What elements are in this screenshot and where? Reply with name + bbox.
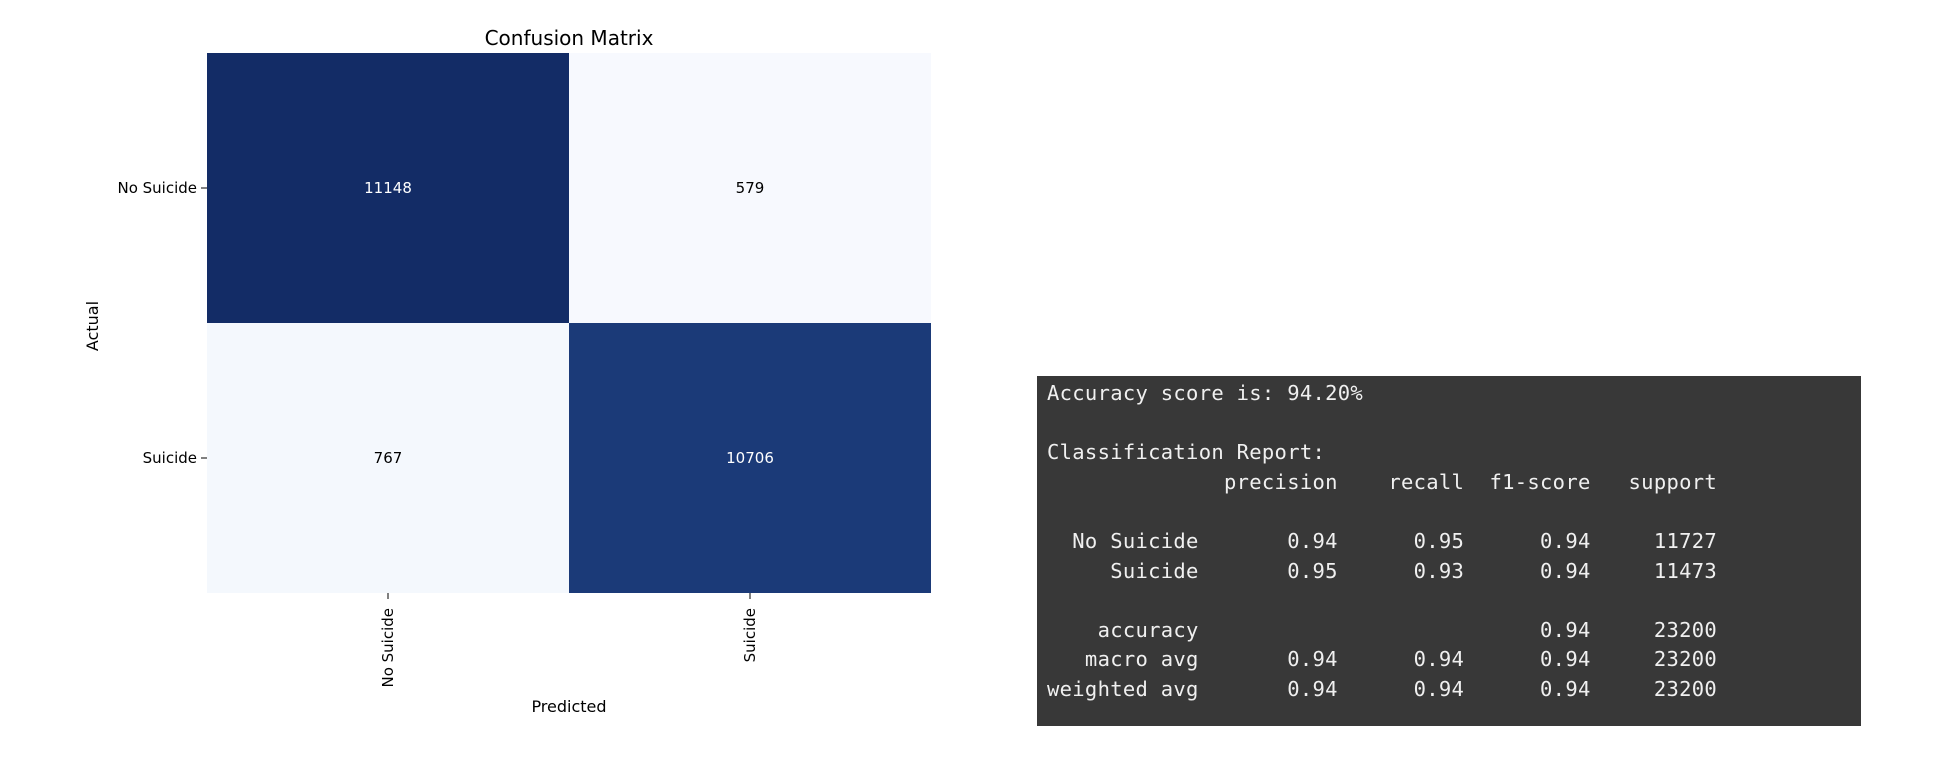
classification-report-panel: Accuracy score is: 94.20% Classification… xyxy=(1037,376,1861,726)
y-tick-label: No Suicide xyxy=(117,179,197,197)
heatmap-cell xyxy=(569,53,931,323)
heatmap-axes: No Suicide Suicide No Suicide Suicide xyxy=(117,179,759,688)
y-tick-label: Suicide xyxy=(143,449,197,467)
heatmap-cell xyxy=(569,323,931,593)
confusion-matrix-chart: Confusion Matrix 11148 579 767 10706 No Sui… xyxy=(83,26,931,716)
chart-title: Confusion Matrix xyxy=(485,26,654,50)
cell-value-label: 579 xyxy=(736,179,765,197)
x-tick-label: Suicide xyxy=(741,608,759,662)
heatmap-cell xyxy=(207,323,569,593)
x-tick-label: No Suicide xyxy=(379,608,397,688)
y-axis-label: Actual xyxy=(83,301,102,351)
cell-value-label: 10706 xyxy=(726,449,774,467)
cell-value-label: 767 xyxy=(374,449,403,467)
cell-value-label: 11148 xyxy=(364,179,412,197)
heatmap-cells: 11148 579 767 10706 xyxy=(207,53,931,593)
heatmap-cell xyxy=(207,53,569,323)
x-axis-label: Predicted xyxy=(531,697,606,716)
classification-report-text: Accuracy score is: 94.20% Classification… xyxy=(1047,381,1718,701)
